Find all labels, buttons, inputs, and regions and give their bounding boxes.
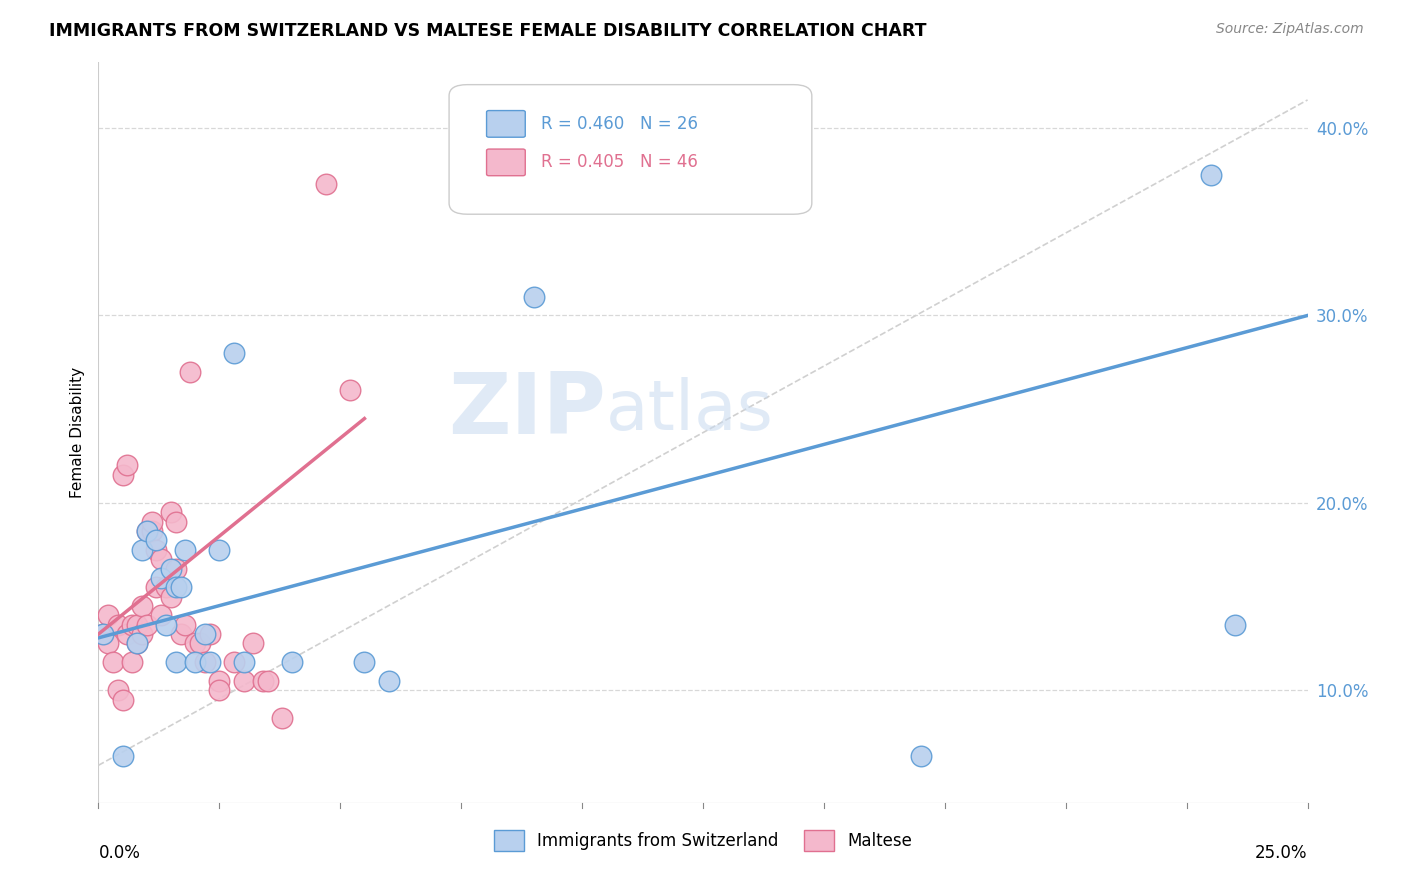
Text: ZIP: ZIP: [449, 369, 606, 452]
Point: [242, 636, 264, 650]
Point: [165, 561, 187, 575]
Point: [165, 515, 187, 529]
Point: [165, 655, 187, 669]
Point: [188, 636, 211, 650]
Point: [281, 655, 304, 669]
Point: [117, 458, 139, 473]
Point: [160, 590, 183, 604]
Point: [179, 365, 201, 379]
Point: [127, 636, 149, 650]
Point: [141, 524, 163, 538]
Text: IMMIGRANTS FROM SWITZERLAND VS MALTESE FEMALE DISABILITY CORRELATION CHART: IMMIGRANTS FROM SWITZERLAND VS MALTESE F…: [49, 22, 927, 40]
Point: [150, 608, 173, 623]
Point: [131, 627, 153, 641]
Point: [91, 627, 114, 641]
Point: [198, 627, 221, 641]
Point: [135, 524, 157, 538]
Point: [91, 627, 114, 641]
Point: [111, 467, 134, 482]
FancyBboxPatch shape: [449, 85, 811, 214]
Text: 0.0%: 0.0%: [98, 844, 141, 862]
Text: Source: ZipAtlas.com: Source: ZipAtlas.com: [1216, 22, 1364, 37]
Point: [194, 655, 217, 669]
FancyBboxPatch shape: [486, 111, 526, 137]
Point: [232, 673, 254, 688]
Point: [111, 692, 134, 706]
Point: [910, 748, 932, 763]
Point: [111, 748, 134, 763]
Point: [145, 580, 167, 594]
Point: [135, 617, 157, 632]
Point: [155, 580, 177, 594]
Point: [97, 636, 120, 650]
Point: [145, 542, 167, 557]
Point: [271, 711, 294, 725]
Point: [160, 505, 183, 519]
Point: [150, 571, 173, 585]
Point: [222, 655, 245, 669]
Point: [1199, 168, 1222, 182]
Point: [232, 655, 254, 669]
Point: [256, 673, 278, 688]
Point: [127, 617, 149, 632]
Point: [208, 542, 231, 557]
Point: [222, 346, 245, 360]
Point: [131, 599, 153, 613]
Point: [107, 683, 129, 698]
Point: [198, 655, 221, 669]
Point: [523, 290, 546, 304]
Point: [155, 617, 177, 632]
Point: [1223, 617, 1246, 632]
FancyBboxPatch shape: [486, 149, 526, 176]
Text: R = 0.460   N = 26: R = 0.460 N = 26: [541, 115, 697, 133]
Point: [353, 655, 375, 669]
Point: [135, 524, 157, 538]
Point: [97, 608, 120, 623]
Point: [208, 683, 231, 698]
Point: [184, 636, 207, 650]
Text: atlas: atlas: [606, 377, 775, 444]
Y-axis label: Female Disability: Female Disability: [69, 367, 84, 499]
Point: [141, 515, 163, 529]
Point: [127, 636, 149, 650]
Point: [160, 561, 183, 575]
Point: [169, 627, 191, 641]
Point: [107, 617, 129, 632]
Text: R = 0.405   N = 46: R = 0.405 N = 46: [541, 153, 697, 171]
Point: [165, 580, 187, 594]
Point: [339, 384, 361, 398]
Point: [101, 655, 124, 669]
Point: [174, 542, 197, 557]
Point: [150, 552, 173, 566]
Point: [315, 178, 337, 192]
Point: [117, 627, 139, 641]
Point: [184, 655, 207, 669]
Point: [252, 673, 274, 688]
Point: [174, 617, 197, 632]
Point: [131, 542, 153, 557]
Point: [121, 655, 143, 669]
Point: [145, 533, 167, 548]
Point: [208, 673, 231, 688]
Point: [121, 617, 143, 632]
Text: 25.0%: 25.0%: [1256, 844, 1308, 862]
Legend: Immigrants from Switzerland, Maltese: Immigrants from Switzerland, Maltese: [488, 823, 918, 857]
Point: [377, 673, 399, 688]
Point: [194, 627, 217, 641]
Point: [169, 580, 191, 594]
